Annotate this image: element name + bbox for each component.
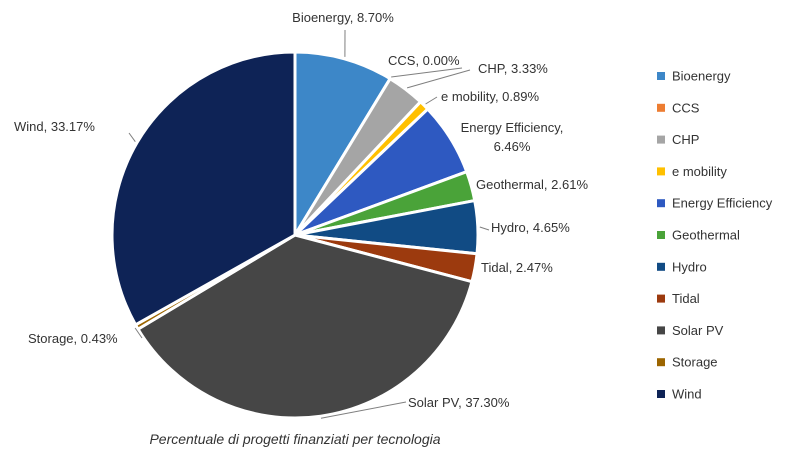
legend-label-hydro: Hydro	[672, 259, 707, 274]
chart-caption: Percentuale di progetti finanziati per t…	[149, 431, 441, 447]
label-leader-lines	[128, 29, 490, 419]
legend-label-chp: CHP	[672, 132, 699, 147]
data-label-e-mobility: e mobility, 0.89%	[441, 89, 539, 104]
legend-item-wind: Wind	[657, 387, 702, 402]
legend-item-solar-pv: Solar PV	[657, 323, 724, 338]
legend-swatch-energy-efficiency	[657, 199, 665, 208]
legend-swatch-bioenergy	[657, 72, 665, 80]
legend-item-energy-efficiency: Energy Efficiency	[657, 196, 773, 211]
leader-line-wind	[128, 132, 136, 142]
leader-line-e-mobility	[425, 96, 438, 105]
legend-swatch-wind	[657, 390, 665, 398]
legend-label-bioenergy: Bioenergy	[672, 69, 731, 84]
data-label-ccs: CCS, 0.00%	[388, 53, 460, 68]
data-label-solar-pv: Solar PV, 37.30%	[408, 395, 510, 410]
legend-label-energy-efficiency: Energy Efficiency	[672, 196, 773, 211]
leader-line-hydro	[479, 226, 490, 231]
legend-swatch-solar-pv	[657, 326, 665, 335]
legend-item-bioenergy: Bioenergy	[657, 69, 731, 84]
leader-line-storage	[134, 327, 143, 339]
legend-swatch-ccs	[657, 103, 665, 112]
data-label-chp: CHP, 3.33%	[478, 61, 548, 76]
legend-label-wind: Wind	[672, 387, 702, 402]
legend-swatch-storage	[657, 358, 665, 367]
data-label-hydro: Hydro, 4.65%	[491, 220, 570, 235]
legend-item-hydro: Hydro	[657, 259, 707, 274]
legend-item-geothermal: Geothermal	[657, 228, 740, 243]
pie-slices	[110, 50, 480, 420]
leader-line-chp	[406, 69, 471, 89]
legend-swatch-geothermal	[657, 231, 665, 239]
legend-label-geothermal: Geothermal	[672, 228, 740, 243]
legend-item-chp: CHP	[657, 132, 699, 147]
legend-label-storage: Storage	[672, 355, 718, 370]
data-label-tidal: Tidal, 2.47%	[481, 260, 553, 275]
legend-swatch-tidal	[657, 294, 665, 303]
legend-swatch-chp	[657, 135, 665, 144]
pie-slice-wind	[110, 50, 297, 327]
pie-slice-bioenergy	[293, 50, 392, 237]
legend-item-ccs: CCS	[657, 100, 700, 115]
data-label-bioenergy: Bioenergy, 8.70%	[292, 10, 394, 25]
leader-line-solar-pv	[320, 401, 407, 419]
legend-item-tidal: Tidal	[657, 291, 700, 306]
data-label-energy-efficiency: Energy Efficiency, 6.46%	[461, 120, 564, 154]
data-label-geothermal: Geothermal, 2.61%	[476, 177, 588, 192]
legend-swatch-hydro	[657, 262, 665, 271]
legend-swatch-e-mobility	[657, 167, 665, 176]
data-labels: Bioenergy, 8.70% CCS, 0.00% CHP, 3.33% e mo…	[14, 10, 588, 410]
legend-item-e-mobility: e mobility	[657, 164, 727, 179]
legend-label-ccs: CCS	[672, 100, 700, 115]
data-label-storage: Storage, 0.43%	[28, 331, 118, 346]
legend-label-tidal: Tidal	[672, 291, 700, 306]
legend-label-e-mobility: e mobility	[672, 164, 727, 179]
leader-line-ccs	[391, 67, 463, 78]
data-label-wind: Wind, 33.17%	[14, 119, 95, 134]
legend: Bioenergy CCS CHP e mobility Energy Efficien…	[657, 69, 773, 402]
legend-label-solar-pv: Solar PV	[672, 323, 724, 338]
legend-item-storage: Storage	[657, 355, 718, 370]
